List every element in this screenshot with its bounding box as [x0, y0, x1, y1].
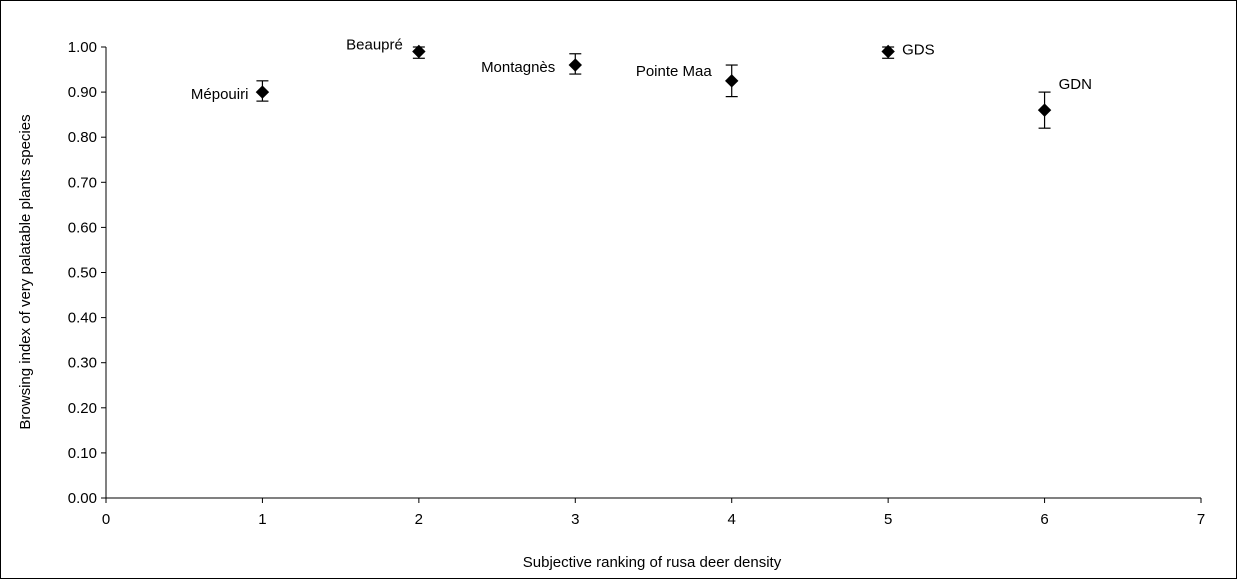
point-label: Beaupré — [346, 37, 403, 54]
point-label: Montagnès — [481, 59, 555, 76]
y-tick-label: 0.20 — [68, 400, 97, 417]
x-tick-label: 7 — [1197, 511, 1205, 528]
data-point: Pointe Maa — [636, 63, 739, 98]
x-axis: 0 1 2 3 4 5 6 7 — [102, 497, 1205, 528]
point-label: GDS — [902, 42, 935, 59]
chart-marks: Mépouiri Beaupré Montagnès Pointe Maa GDS GDN — [191, 37, 1092, 129]
diamond-marker — [725, 74, 739, 88]
y-tick-label: 0.60 — [68, 219, 97, 236]
x-tick-label: 5 — [884, 511, 892, 528]
x-tick-label: 0 — [102, 511, 110, 528]
y-tick-label: 0.00 — [68, 490, 97, 507]
data-point: GDS — [881, 42, 935, 59]
data-point: GDN — [1037, 76, 1092, 129]
y-tick-label: 0.80 — [68, 129, 97, 146]
point-label: GDN — [1059, 76, 1092, 93]
diamond-marker — [412, 44, 426, 59]
point-label: Mépouiri — [191, 86, 249, 103]
x-tick-label: 6 — [1040, 511, 1048, 528]
y-axis-title: Browsing index of very palatable plants … — [17, 114, 34, 429]
y-tick-label: 0.70 — [68, 174, 97, 191]
x-axis-title: Subjective ranking of rusa deer density — [523, 554, 782, 571]
data-point: Montagnès — [481, 53, 582, 76]
x-tick-label: 1 — [258, 511, 266, 528]
diamond-marker — [881, 44, 895, 59]
y-tick-label: 0.30 — [68, 355, 97, 372]
diamond-marker — [1037, 103, 1052, 117]
y-tick-label: 1.00 — [68, 39, 97, 56]
y-tick-label: 0.90 — [68, 84, 97, 101]
y-tick-label: 0.50 — [68, 265, 97, 282]
data-point: Beaupré — [346, 37, 426, 59]
x-tick-label: 2 — [415, 511, 423, 528]
data-point: Mépouiri — [191, 80, 270, 103]
y-tick-label: 0.40 — [68, 310, 97, 327]
y-axis: 0.00 0.10 0.20 0.30 0.40 0.50 0.60 0.70 0.80 0.90… — [68, 39, 107, 507]
diamond-marker — [568, 58, 582, 72]
x-tick-label: 4 — [728, 511, 736, 528]
diamond-marker — [255, 85, 270, 99]
y-tick-label: 0.10 — [68, 445, 97, 462]
x-tick-label: 3 — [571, 511, 579, 528]
point-label: Pointe Maa — [636, 63, 713, 80]
